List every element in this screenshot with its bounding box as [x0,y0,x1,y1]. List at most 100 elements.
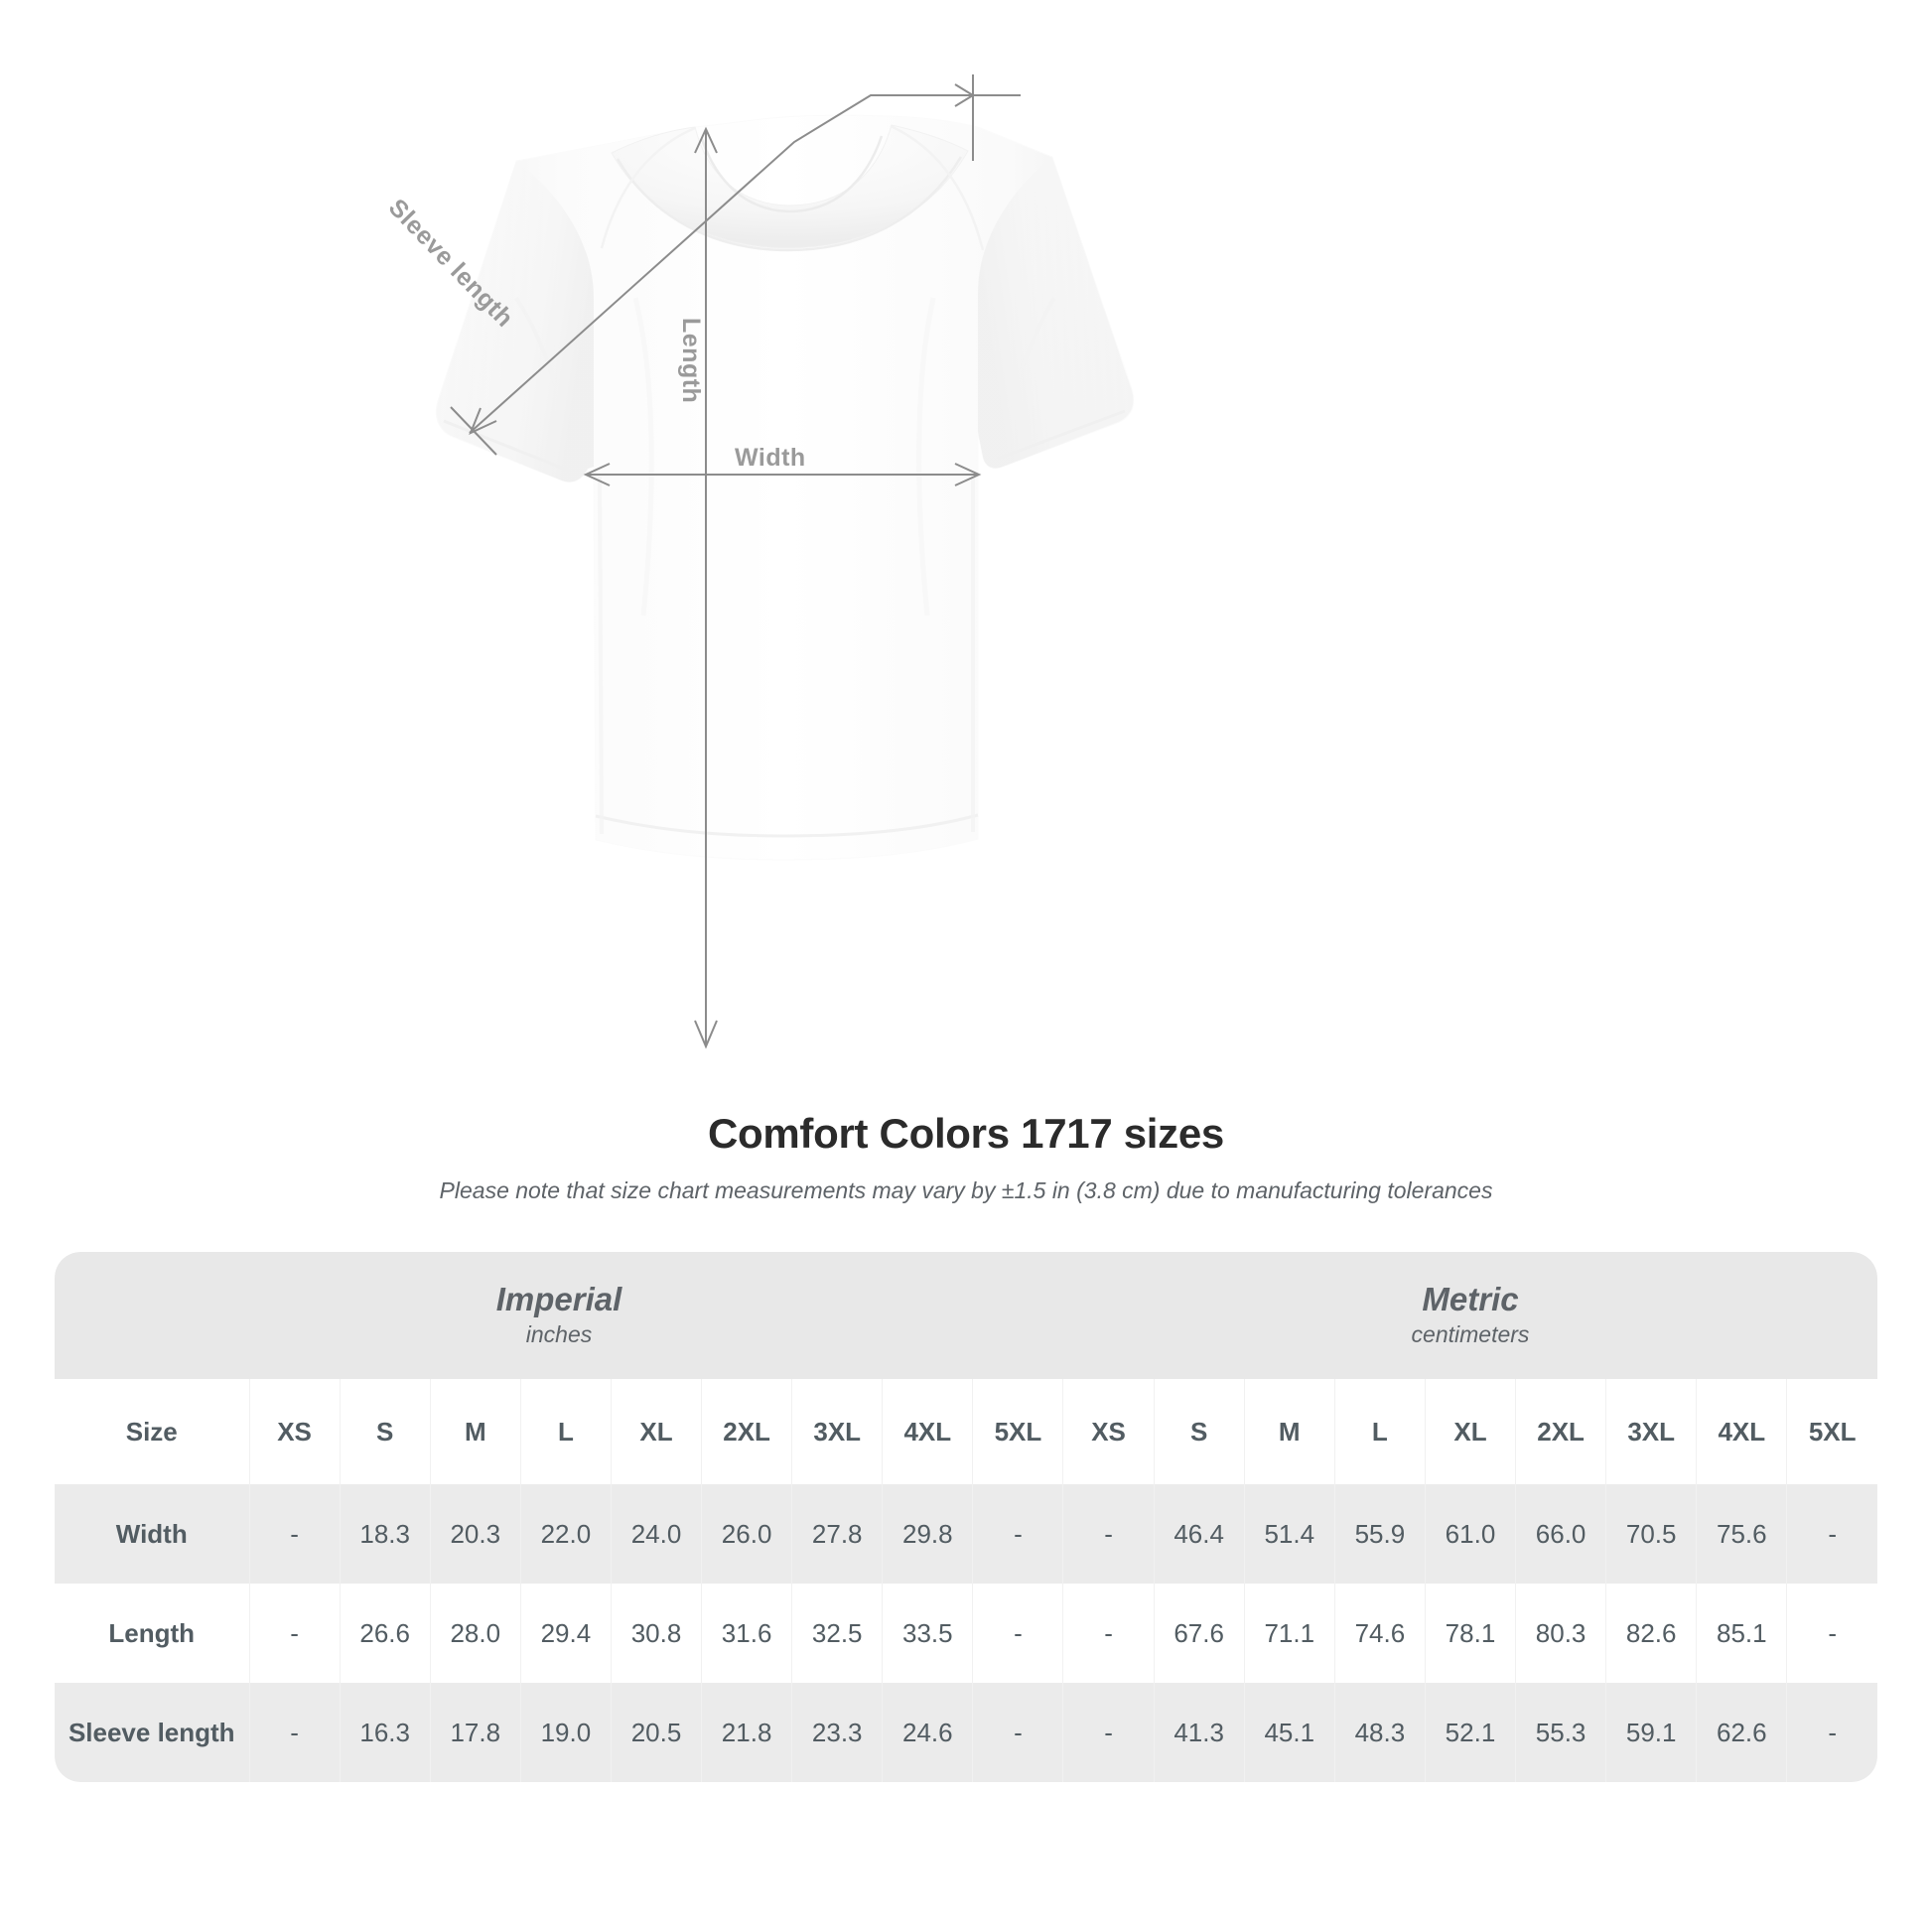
cell-length-imperial-l: 29.4 [520,1584,612,1683]
cell-length-metric-s: 67.6 [1154,1584,1245,1683]
cell-length-imperial-s: 26.6 [340,1584,431,1683]
cell-sleeve-imperial-2xl: 21.8 [701,1683,793,1782]
row-label-length: Length [55,1584,250,1683]
width-label: Width [735,444,806,472]
cell-sleeve-metric-m: 45.1 [1244,1683,1335,1782]
table-row: Sleeve length - 16.3 17.8 19.0 20.5 21.8… [55,1683,1877,1782]
cell-width-imperial-2xl: 26.0 [701,1484,793,1584]
sleeve-length-dimension [450,74,1021,456]
cell-width-imperial-xs: - [249,1484,341,1584]
size-header-imperial-3xl: 3XL [791,1379,884,1484]
table-row: Width - 18.3 20.3 22.0 24.0 26.0 27.8 29… [55,1484,1877,1584]
size-header-metric-xl: XL [1425,1379,1517,1484]
cell-sleeve-imperial-m: 17.8 [430,1683,521,1782]
size-header-metric-xs: XS [1062,1379,1155,1484]
cell-length-metric-m: 71.1 [1244,1584,1335,1683]
size-header-imperial-s: S [340,1379,431,1484]
cell-width-metric-xs: - [1062,1484,1155,1584]
size-header-metric-3xl: 3XL [1605,1379,1698,1484]
cell-sleeve-imperial-s: 16.3 [340,1683,431,1782]
size-chart-table: Imperial inches Metric centimeters Size … [55,1252,1877,1782]
size-chart-table-wrapper: Imperial inches Metric centimeters Size … [55,1252,1877,1782]
row-label-width: Width [55,1484,250,1584]
size-header-metric-2xl: 2XL [1515,1379,1607,1484]
cell-sleeve-metric-s: 41.3 [1154,1683,1245,1782]
cell-width-imperial-s: 18.3 [340,1484,431,1584]
cell-width-metric-5xl: - [1786,1484,1877,1584]
imperial-unit-name: Imperial [495,1280,622,1317]
cell-sleeve-imperial-xs: - [249,1683,341,1782]
title-block: Comfort Colors 1717 sizes Please note th… [0,1110,1932,1204]
cell-sleeve-imperial-3xl: 23.3 [791,1683,884,1782]
tolerance-note: Please note that size chart measurements… [439,1177,1493,1203]
cell-width-imperial-m: 20.3 [430,1484,521,1584]
size-header-metric-l: L [1334,1379,1426,1484]
table-row: Length - 26.6 28.0 29.4 30.8 31.6 32.5 3… [55,1584,1877,1683]
cell-sleeve-metric-xs: - [1062,1683,1155,1782]
cell-length-imperial-xs: - [249,1584,341,1683]
cell-sleeve-imperial-4xl: 24.6 [882,1683,974,1782]
imperial-unit-sub: inches [525,1320,593,1347]
size-header-imperial-m: M [430,1379,521,1484]
size-header-imperial-5xl: 5XL [972,1379,1064,1484]
cell-width-metric-4xl: 75.6 [1696,1484,1788,1584]
width-dimension [583,463,982,486]
size-header-label: Size [55,1379,250,1484]
cell-length-imperial-4xl: 33.5 [882,1584,974,1683]
size-header-imperial-4xl: 4XL [882,1379,974,1484]
cell-width-metric-3xl: 70.5 [1605,1484,1698,1584]
cell-length-metric-4xl: 85.1 [1696,1584,1788,1683]
metric-unit-cell: Metric centimeters [1062,1252,1877,1379]
cell-sleeve-imperial-5xl: - [972,1683,1064,1782]
metric-unit-sub: centimeters [1411,1320,1530,1347]
cell-width-metric-xl: 61.0 [1425,1484,1517,1584]
tshirt-shape [435,114,1135,861]
row-label-sleeve-length: Sleeve length [55,1683,250,1782]
cell-width-metric-s: 46.4 [1154,1484,1245,1584]
cell-length-metric-xl: 78.1 [1425,1584,1517,1683]
size-header-metric-5xl: 5XL [1786,1379,1877,1484]
length-label: Length [677,318,705,404]
cell-width-imperial-xl: 24.0 [611,1484,703,1584]
cell-length-imperial-m: 28.0 [430,1584,521,1683]
cell-sleeve-metric-4xl: 62.6 [1696,1683,1788,1782]
size-header-imperial-l: L [520,1379,612,1484]
cell-length-metric-5xl: - [1786,1584,1877,1683]
cell-length-metric-xs: - [1062,1584,1155,1683]
cell-width-imperial-5xl: - [972,1484,1064,1584]
cell-width-metric-m: 51.4 [1244,1484,1335,1584]
unit-banner-row: Imperial inches Metric centimeters [55,1252,1877,1379]
size-header-imperial-xs: XS [249,1379,341,1484]
size-header-metric-m: M [1244,1379,1335,1484]
cell-width-imperial-3xl: 27.8 [791,1484,884,1584]
cell-sleeve-metric-xl: 52.1 [1425,1683,1517,1782]
cell-length-metric-l: 74.6 [1334,1584,1426,1683]
tshirt-diagram: Sleeve length Length Width [382,74,1135,1049]
size-header-metric-s: S [1154,1379,1245,1484]
size-header-row: Size XS S M L XL 2XL 3XL 4XL 5XL XS S M … [55,1379,1877,1484]
cell-width-metric-2xl: 66.0 [1515,1484,1607,1584]
cell-sleeve-metric-l: 48.3 [1334,1683,1426,1782]
cell-length-metric-3xl: 82.6 [1605,1584,1698,1683]
cell-width-imperial-l: 22.0 [520,1484,612,1584]
cell-length-imperial-2xl: 31.6 [701,1584,793,1683]
tshirt-illustration [435,74,1135,1049]
cell-length-metric-2xl: 80.3 [1515,1584,1607,1683]
cell-sleeve-imperial-l: 19.0 [520,1683,612,1782]
cell-sleeve-metric-5xl: - [1786,1683,1877,1782]
imperial-unit-cell: Imperial inches [55,1252,1063,1379]
cell-width-imperial-4xl: 29.8 [882,1484,974,1584]
cell-length-imperial-5xl: - [972,1584,1064,1683]
size-header-imperial-xl: XL [611,1379,703,1484]
cell-sleeve-imperial-xl: 20.5 [611,1683,703,1782]
length-dimension [694,126,718,1049]
page-title: Comfort Colors 1717 sizes [707,1110,1224,1157]
cell-length-imperial-3xl: 32.5 [791,1584,884,1683]
cell-width-metric-l: 55.9 [1334,1484,1426,1584]
cell-sleeve-metric-3xl: 59.1 [1605,1683,1698,1782]
cell-length-imperial-xl: 30.8 [611,1584,703,1683]
size-header-imperial-2xl: 2XL [701,1379,793,1484]
size-header-metric-4xl: 4XL [1696,1379,1788,1484]
metric-unit-name: Metric [1422,1280,1519,1317]
cell-sleeve-metric-2xl: 55.3 [1515,1683,1607,1782]
